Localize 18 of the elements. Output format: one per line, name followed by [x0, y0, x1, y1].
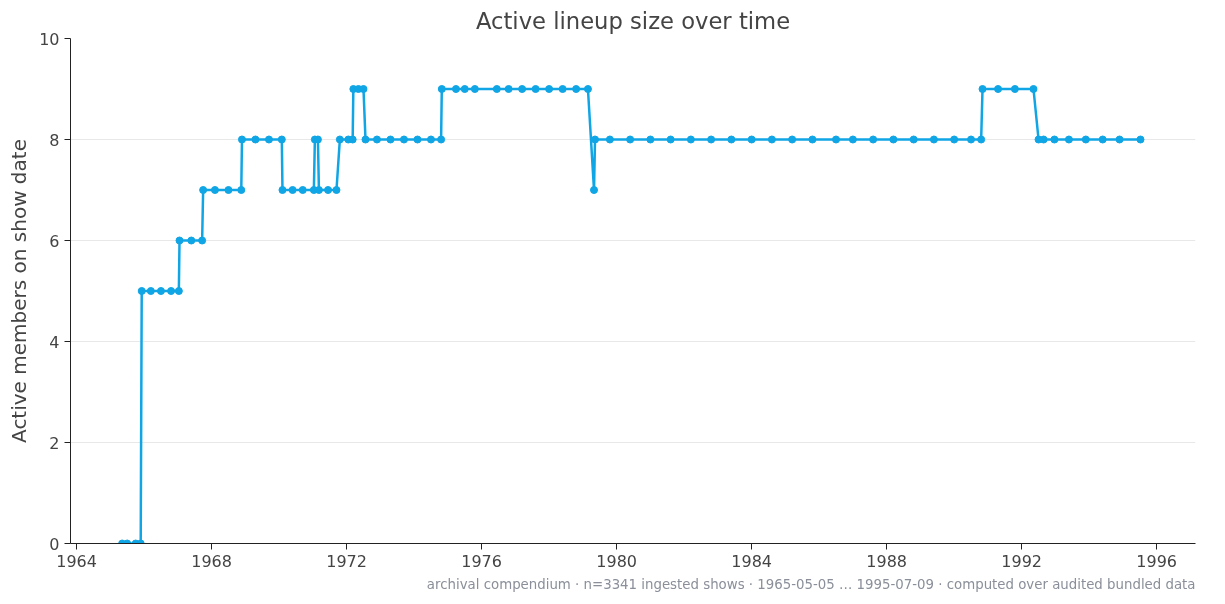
- x-tick-label: 1972: [326, 551, 367, 571]
- x-tick-label: 1968: [191, 551, 232, 571]
- x-tick-label: 1988: [866, 551, 908, 571]
- x-tick-label: 1976: [461, 551, 502, 571]
- y-tick-label: 10: [39, 29, 60, 49]
- y-tick-label: 6: [49, 231, 60, 251]
- y-axis-title: Active members on show date: [7, 139, 32, 443]
- y-tick-label: 4: [49, 332, 60, 352]
- y-tick-label: 2: [49, 433, 60, 453]
- y-tick-label: 8: [49, 130, 60, 150]
- chart-title: Active lineup size over time: [475, 7, 791, 34]
- x-tick-label: 1984: [731, 551, 772, 571]
- x-tick-label: 1964: [56, 551, 97, 571]
- text: archival compendium · n=3341 ingested shows · 1965-05-05 … 1995-07-09 · computed over audited bundled data: [426, 576, 1196, 592]
- y-tick-label: 0: [49, 534, 60, 554]
- x-tick-label: 1992: [1001, 551, 1043, 571]
- x-tick-label: 1980: [596, 551, 637, 571]
- x-tick-label: 1996: [1136, 551, 1178, 571]
